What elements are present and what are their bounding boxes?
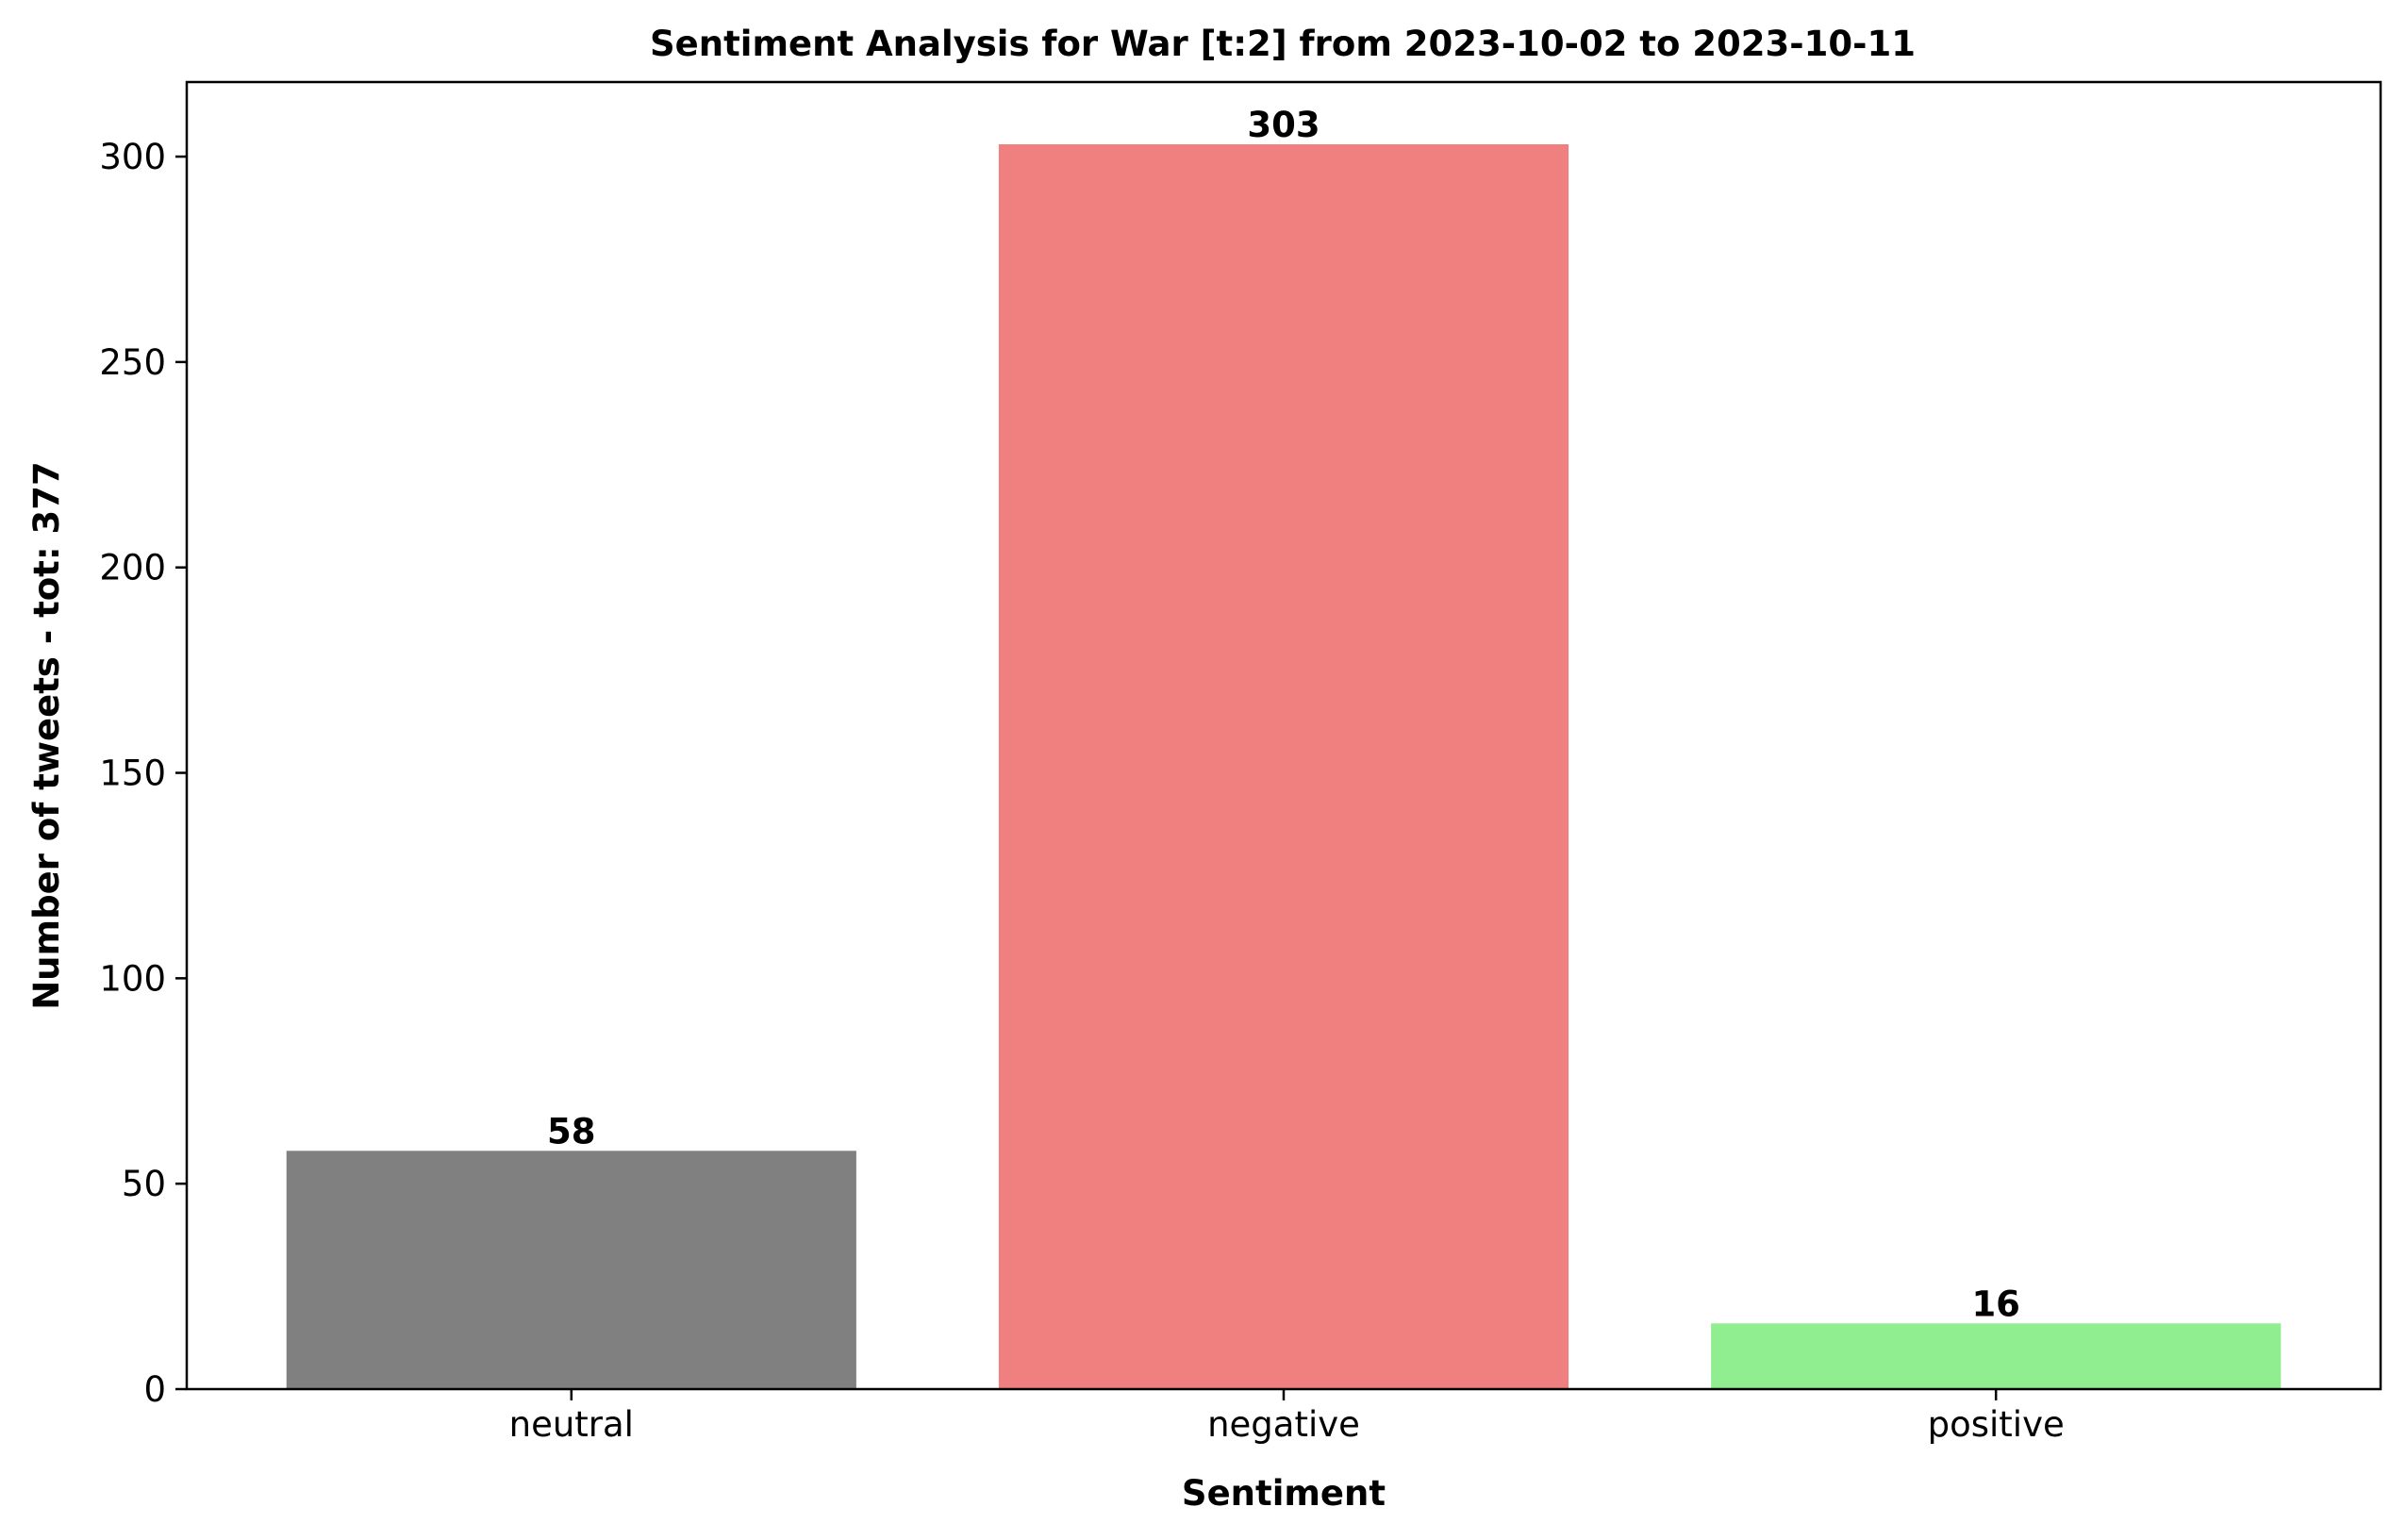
bar-negative	[998, 144, 1569, 1389]
y-tick-label-300: 300	[99, 137, 166, 177]
y-tick-label-150: 150	[99, 753, 166, 794]
value-label-positive: 16	[1971, 1283, 2020, 1324]
x-axis-label: Sentiment	[1182, 1473, 1386, 1514]
x-tick-label-negative: negative	[1207, 1404, 1360, 1445]
value-labels-group: 58 303 16	[547, 105, 2020, 1324]
x-axis: neutral negative positive	[509, 1389, 2065, 1445]
y-tick-label-200: 200	[99, 548, 166, 588]
bars-group	[286, 144, 2282, 1389]
plot-frame	[185, 80, 2382, 1391]
bar-neutral	[286, 1151, 856, 1389]
y-tick-label-50: 50	[122, 1164, 166, 1204]
x-tick-label-neutral: neutral	[509, 1404, 634, 1445]
x-tick-label-positive: positive	[1928, 1404, 2065, 1445]
y-tick-label-100: 100	[99, 958, 166, 999]
y-axis-label: Number of tweets - tot: 377	[26, 461, 67, 1010]
value-label-neutral: 58	[547, 1111, 596, 1151]
chart-title: Sentiment Analysis for War [t:2] from 20…	[650, 24, 1916, 64]
y-tick-label-0: 0	[143, 1369, 166, 1410]
bar-positive	[1711, 1323, 2282, 1389]
y-axis: 0 50 100 150 200 250 300	[99, 137, 187, 1410]
value-label-negative: 303	[1247, 105, 1320, 145]
y-tick-label-250: 250	[99, 342, 166, 383]
